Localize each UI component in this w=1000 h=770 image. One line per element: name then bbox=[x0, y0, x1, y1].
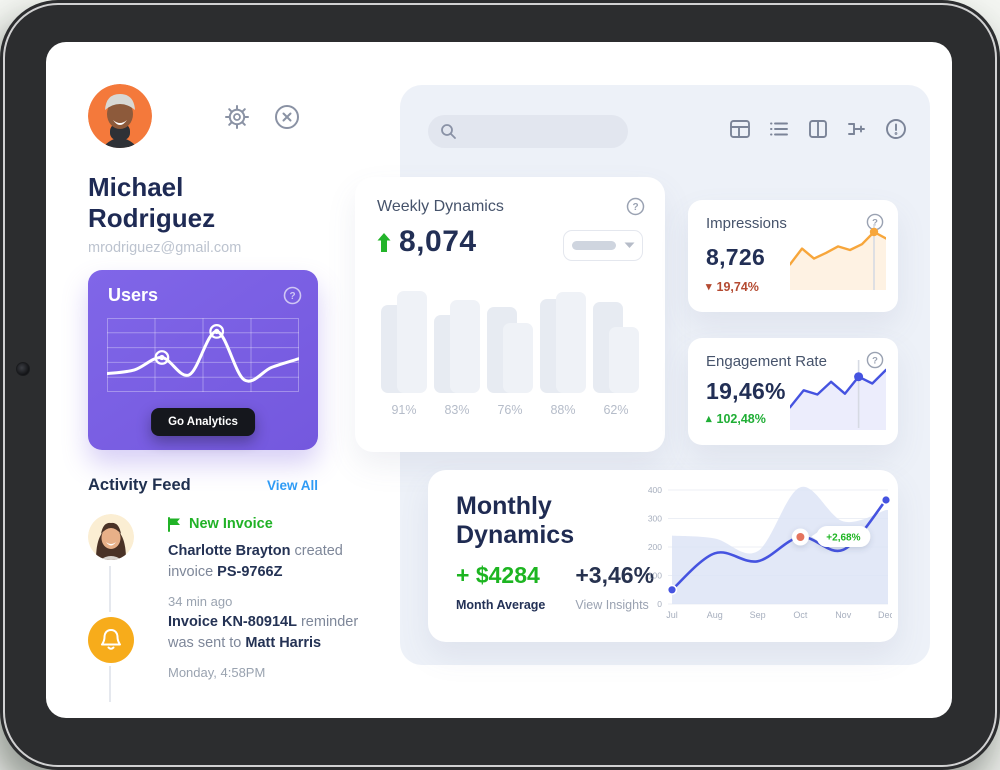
impressions-value: 8,726 bbox=[706, 244, 766, 270]
grid-layout-icon[interactable] bbox=[728, 117, 752, 141]
profile-name: Michael Rodriguez bbox=[88, 172, 216, 233]
list-icon[interactable] bbox=[767, 117, 791, 141]
monthly-stats: + $4284 Month Average +3,46% View Insigh… bbox=[456, 562, 654, 612]
svg-text:Nov: Nov bbox=[835, 610, 852, 620]
bar-group: 62% bbox=[593, 279, 639, 417]
activity-avatar bbox=[88, 514, 134, 560]
timeline-connector bbox=[109, 566, 111, 612]
profile-email: mrodriguez@gmail.com bbox=[88, 240, 242, 256]
impressions-title: Impressions bbox=[706, 215, 787, 232]
bar-label: 91% bbox=[391, 403, 417, 417]
svg-text:400: 400 bbox=[648, 485, 662, 495]
users-card: Users ? Go Analytics bbox=[88, 270, 318, 450]
alert-circle-icon[interactable] bbox=[884, 117, 908, 141]
monthly-dynamics-card: Monthly Dynamics + $4284 Month Average +… bbox=[428, 470, 898, 642]
bar-group: 88% bbox=[540, 279, 586, 417]
bell-icon bbox=[101, 629, 121, 650]
activity-text: Invoice KN-80914L reminder was sent to M… bbox=[168, 614, 359, 651]
activity-time: Monday, 4:58PM bbox=[168, 665, 266, 680]
svg-text:Aug: Aug bbox=[707, 610, 723, 620]
search-icon bbox=[441, 124, 456, 139]
users-line-chart bbox=[107, 318, 299, 392]
help-icon[interactable]: ? bbox=[626, 197, 645, 216]
svg-text:?: ? bbox=[632, 202, 638, 213]
columns-icon[interactable] bbox=[806, 117, 830, 141]
down-triangle-icon: ▾ bbox=[706, 280, 712, 293]
month-average-label: Month Average bbox=[456, 598, 546, 612]
activity-text: Charlotte Brayton created invoice PS-976… bbox=[168, 543, 343, 580]
engagement-rate-card: Engagement Rate ? 19,46% ▴ 102,48% bbox=[688, 338, 898, 445]
svg-text:100: 100 bbox=[648, 571, 662, 581]
engagement-value: 19,46% bbox=[706, 378, 786, 404]
activity-time: 34 min ago bbox=[168, 594, 233, 609]
chevron-down-icon bbox=[624, 242, 634, 248]
engagement-title: Engagement Rate bbox=[706, 353, 827, 370]
weekly-dynamics-card: Weekly Dynamics ? 8,074 bbox=[355, 177, 665, 452]
bar-group: 91% bbox=[381, 279, 427, 417]
activity-item[interactable]: Invoice KN-80914L reminder was sent to M… bbox=[168, 612, 374, 683]
period-dropdown[interactable] bbox=[563, 230, 643, 261]
svg-text:+2,68%: +2,68% bbox=[826, 533, 860, 544]
up-triangle-icon: ▴ bbox=[706, 412, 712, 425]
svg-text:Dec: Dec bbox=[878, 610, 892, 620]
merge-flow-icon[interactable] bbox=[845, 117, 869, 141]
view-all-link[interactable]: View All bbox=[266, 478, 318, 493]
bar-group: 83% bbox=[434, 279, 480, 417]
avatar[interactable] bbox=[88, 84, 152, 148]
month-average-value: + $4284 bbox=[456, 562, 540, 588]
up-arrow-icon bbox=[377, 232, 391, 252]
bar-label: 76% bbox=[497, 403, 523, 417]
search-bar[interactable] bbox=[428, 115, 628, 148]
weekly-bar-chart: 91% 83% 76% 88% bbox=[377, 279, 643, 417]
search-input[interactable] bbox=[465, 124, 625, 139]
avatar-woman-illustration bbox=[88, 514, 134, 560]
svg-text:Jul: Jul bbox=[666, 610, 678, 620]
svg-text:300: 300 bbox=[648, 514, 662, 524]
toolbar bbox=[728, 117, 908, 141]
activity-feed-title: Activity Feed bbox=[88, 476, 191, 494]
bar-group: 76% bbox=[487, 279, 533, 417]
engagement-sparkline bbox=[790, 360, 886, 430]
impressions-delta: ▾ 19,74% bbox=[706, 280, 759, 294]
dashboard-panel: Weekly Dynamics ? 8,074 bbox=[355, 85, 930, 665]
bar-label: 83% bbox=[444, 403, 470, 417]
dropdown-placeholder bbox=[571, 241, 616, 250]
notification-avatar bbox=[88, 617, 134, 663]
settings-gear-icon[interactable] bbox=[222, 102, 252, 132]
monthly-line-chart: 0 100 200 300 400 Jul Aug Sep Oct Nov Dec +2,68% bbox=[648, 485, 892, 620]
svg-text:0: 0 bbox=[657, 599, 662, 609]
flag-icon bbox=[168, 517, 180, 532]
timeline-connector bbox=[109, 666, 111, 702]
bar-label: 62% bbox=[603, 403, 629, 417]
help-icon[interactable]: ? bbox=[283, 286, 302, 305]
svg-text:Sep: Sep bbox=[750, 610, 766, 620]
monthly-change-value: +3,46% bbox=[575, 562, 655, 588]
weekly-card-title: Weekly Dynamics bbox=[377, 198, 504, 215]
avatar-man-illustration bbox=[88, 84, 152, 148]
svg-text:?: ? bbox=[872, 217, 878, 228]
svg-text:?: ? bbox=[872, 355, 878, 366]
impressions-card: Impressions ? 8,726 ▾ 19,74% bbox=[688, 200, 898, 312]
impressions-sparkline bbox=[790, 224, 886, 290]
svg-text:Oct: Oct bbox=[793, 610, 808, 620]
app-screen: Michael Rodriguez mrodriguez@gmail.com U… bbox=[46, 42, 952, 718]
svg-text:?: ? bbox=[289, 291, 295, 302]
activity-item[interactable]: New Invoice Charlotte Brayton created in… bbox=[168, 514, 374, 612]
go-analytics-button[interactable]: Go Analytics bbox=[151, 408, 255, 436]
users-card-title: Users bbox=[108, 285, 159, 305]
engagement-delta: ▴ 102,48% bbox=[706, 412, 766, 426]
help-icon[interactable]: ? bbox=[866, 351, 885, 370]
bar-label: 88% bbox=[550, 403, 576, 417]
weekly-value: 8,074 bbox=[399, 225, 477, 258]
svg-text:200: 200 bbox=[648, 542, 662, 552]
close-icon[interactable] bbox=[272, 102, 302, 132]
front-camera bbox=[16, 362, 30, 376]
activity-badge: New Invoice bbox=[189, 516, 273, 532]
activity-feed-header: Activity Feed View All bbox=[88, 476, 318, 495]
view-insights-link[interactable]: View Insights bbox=[575, 598, 649, 612]
monthly-title: Monthly Dynamics bbox=[456, 492, 575, 549]
